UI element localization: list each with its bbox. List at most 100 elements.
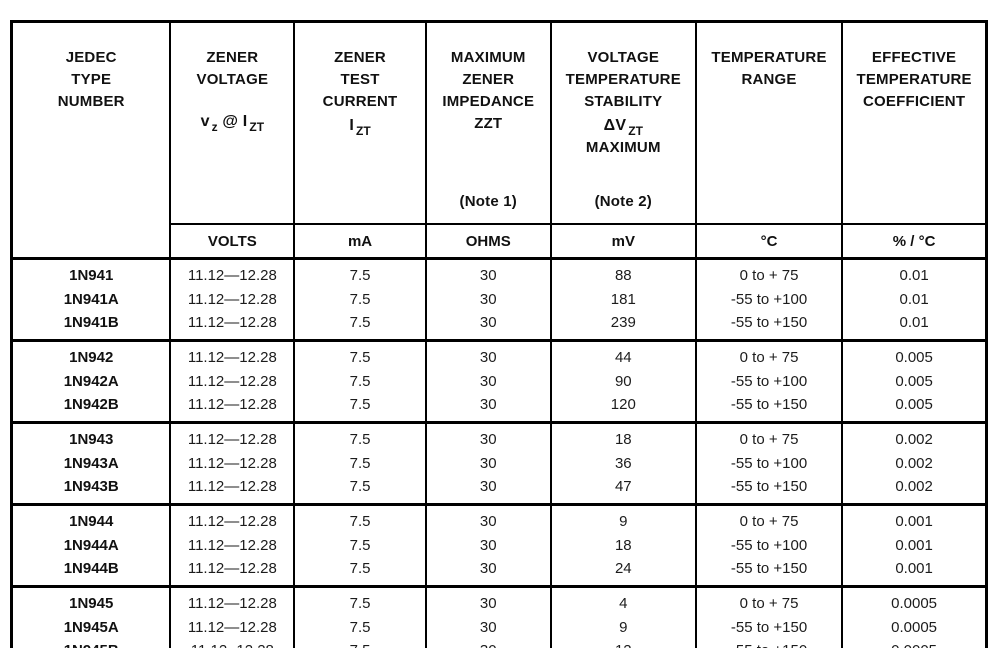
units-row: VOLTS mA OHMS mV °C % / °C [12,223,988,260]
cell-value: -55 to +150 [730,314,808,332]
table-cell: 4 9 12 [549,586,697,648]
izt-formula: I ZT [349,117,371,138]
header-line: IMPEDANCE [442,93,535,110]
col-header-voltage-temp-stability: VOLTAGE TEMPERATURE STABILITY ΔV ZT MAXIM… [549,21,697,225]
cell-value: 30 [479,560,497,578]
table-cell: 11.12—12.28 11.12—12.28 11.12—12.28 [169,340,296,423]
cell-value: 7.5 [349,431,371,449]
cell-value: 44 [614,349,632,367]
cell-value: -55 to +150 [730,618,808,636]
cell-value: 4 [619,595,628,613]
table-cell: 30 30 30 [424,340,552,423]
header-line: TEST [340,71,380,88]
table-cell: 0 to + 75 -55 to +150 -55 to +150 [694,586,844,648]
table-cell: 11.12—12.28 11.12—12.28 11.12—12.28 [169,504,296,587]
cell-value: 7.5 [349,267,371,285]
cell-value: 90 [614,372,632,390]
table-cell: 44 90 120 [549,340,697,423]
header-line: EFFECTIVE [871,49,957,66]
header-line: TEMPERATURE [711,49,827,66]
table-group-row: 1N941 1N941A 1N941B 11.12—12.28 11.12—12.28 1… [10,258,988,341]
header-line: TEMPERATURE [856,71,972,88]
cell-value: -55 to +100 [730,536,808,554]
table-group-row: 1N943 1N943A 1N943B 11.12—12.28 11.12—12.28 1… [10,422,988,505]
unit-celsius: °C [694,223,844,260]
cell-value: -55 to +150 [697,639,841,648]
cell-value: 7.5 [349,454,371,472]
cell-value: 11.12—12.28 [187,267,277,285]
table-cell: 11.12—12.28 11.12—12.28 11.12 -12.28 [169,586,296,648]
cell-value: 30 [479,372,497,390]
header-line: MAXIMUM [585,139,661,156]
cell-value: 7.5 [349,536,371,554]
cell-value: -55 to +100 [730,372,808,390]
table-group-row: 1N942 1N942A 1N942B 11.12—12.28 11.12—12.28 1… [10,340,988,423]
note-2-ref: (Note 2) [594,193,652,210]
cell-value: 0.01 [899,267,929,285]
table-cell: 0 to + 75 -55 to +100 -55 to +150 [694,422,844,505]
cell-value: -55 to +150 [730,478,808,496]
col-header-max-zener-impedance: MAXIMUM ZENER IMPEDANCE ZZT (Note 1) [424,21,552,225]
table-cell: 9 18 24 [549,504,697,587]
cell-jedec-type: 1N942 1N942A 1N942B [10,340,172,423]
cell-value: 0 to + 75 [739,267,799,285]
cell-value: 1N945B [13,639,169,648]
table-group-row: 1N9451N945A1N945B11.12—12.2811.12—12.281… [10,586,988,648]
cell-value: -55 to +100 [730,290,808,308]
table-cell: 30 30 30 [424,504,552,587]
table-cell: 7.5 7.5 7.5 [293,586,427,648]
cell-value: 30 [479,396,497,414]
cell-value: 7.5 [349,478,371,496]
cell-value: 0.01 [899,290,929,308]
header-line: MAXIMUM [450,49,526,66]
cell-value: 11.12—12.28 [187,349,277,367]
header-line: ZZT [474,115,503,132]
cell-value: 0.002 [895,431,933,449]
table-cell: 11.12—12.28 11.12—12.28 11.12—12.28 [169,422,296,505]
cell-value: 0 to + 75 [739,595,799,613]
cell-value: 11.12—12.28 [187,513,277,531]
cell-value: 7.5 [349,349,371,367]
cell-value: 11.12—12.28 [187,396,277,414]
unit-ohms: OHMS [424,223,552,260]
cell-value: 0.001 [895,513,933,531]
cell-value: 7.5 [349,372,371,390]
cell-jedec-type: 1N945 1N945A 1N945B [10,586,172,648]
cell-value: 47 [614,478,632,496]
col-header-temperature-range: TEMPERATURE RANGE [694,21,844,225]
header-line: NUMBER [57,93,125,110]
cell-value: 120 [610,396,636,414]
cell-value: 12 [552,639,695,648]
table-cell: 7.5 7.5 7.5 [293,340,427,423]
table-cell: 7.5 7.5 7.5 [293,258,427,341]
cell-value: 1N941B [63,314,119,332]
cell-value: 7.5 [349,513,371,531]
table-cell: 0.005 0.005 0.005 [841,340,988,423]
cell-value: 9 [619,618,628,636]
unit-mv: mV [549,223,697,260]
table-cell: 0 to + 75 -55 to +100 -55 to +150 [694,340,844,423]
table-cell: 7.5 7.5 7.5 [293,504,427,587]
cell-value: 30 [479,454,497,472]
cell-value: 7.5 [349,595,371,613]
cell-value: 0.005 [895,349,933,367]
header-line: CURRENT [322,93,398,110]
cell-value: 1N943 [69,431,114,449]
cell-value: 0.005 [895,372,933,390]
cell-value: 11.12—12.28 [187,454,277,472]
cell-value: 0.0005 [891,595,938,613]
cell-value: 30 [479,536,497,554]
header-line: JEDEC [65,49,117,66]
cell-value: 1N943A [63,454,119,472]
header-line: VOLTAGE [196,71,269,88]
unit-volts: VOLTS [169,223,296,260]
cell-value: 1N942A [63,372,119,390]
cell-value: 24 [614,560,632,578]
cell-value: 1N942B [63,396,119,414]
table-cell: 18 36 47 [549,422,697,505]
delta-vzt-formula: ΔV ZT [603,117,643,138]
col-header-zener-test-current: ZENER TEST CURRENT I ZT [293,21,427,225]
